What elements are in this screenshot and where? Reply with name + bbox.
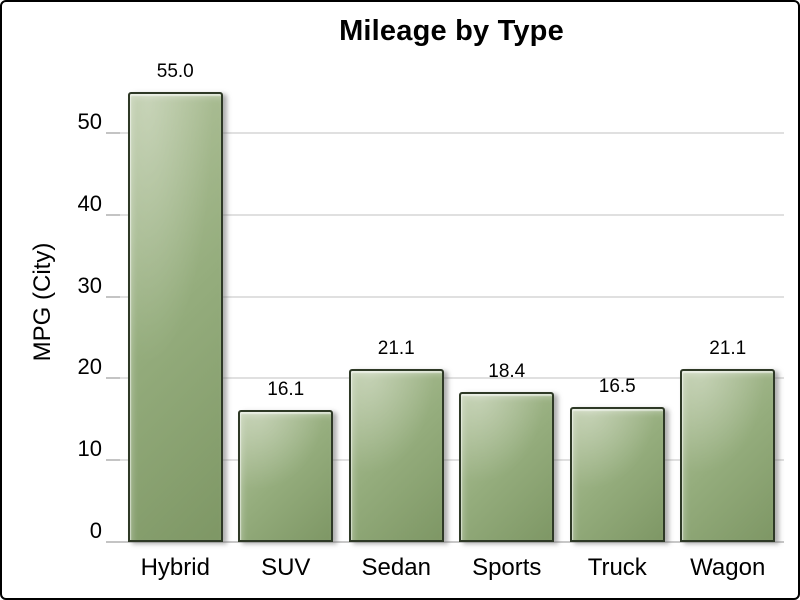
bar-value-label: 55.0: [156, 61, 194, 82]
bar-wagon: [680, 369, 776, 542]
y-tick-label: 50: [77, 109, 102, 134]
bar-value-label: 21.1: [377, 338, 415, 359]
y-tick-label: 10: [77, 436, 102, 461]
y-tick-label: 0: [89, 518, 102, 543]
y-tick-label: 30: [77, 273, 102, 298]
y-tick-mark: [106, 459, 120, 461]
gridline: [120, 296, 784, 298]
bar-value-label: 18.4: [488, 361, 526, 382]
y-axis: 0 10 20 30 40 50: [2, 62, 102, 542]
bar-suv: [238, 410, 334, 542]
y-tick-label: 40: [77, 191, 102, 216]
bar-value-label: 21.1: [709, 338, 747, 359]
y-tick-mark: [106, 132, 120, 134]
x-axis: Hybrid SUV Sedan Sports Truck Wagon: [120, 554, 783, 585]
x-tick-label: Sedan: [361, 554, 431, 581]
y-tick-mark: [106, 377, 120, 379]
x-tick-label: SUV: [261, 554, 311, 581]
x-tick-label: Wagon: [690, 554, 766, 581]
y-tick-mark: [106, 541, 120, 543]
bar-sports: [459, 392, 555, 542]
gridline: [120, 132, 784, 134]
bar-hybrid: [127, 92, 223, 542]
gridline: [120, 377, 784, 379]
bar-value-label: 16.1: [267, 379, 305, 400]
gridline: [120, 214, 784, 216]
y-tick-mark: [106, 214, 120, 216]
x-tick-label: Sports: [472, 554, 542, 581]
x-tick-label: Hybrid: [140, 554, 210, 581]
x-axis-baseline: [120, 541, 784, 543]
x-tick-label: Truck: [587, 554, 647, 581]
bar-truck: [569, 407, 665, 542]
y-tick-label: 20: [77, 354, 102, 379]
chart-title: Mileage by Type: [339, 15, 564, 47]
bar-sedan: [348, 369, 444, 542]
gridline: [120, 459, 784, 461]
plot-area: 55.0 16.1 21.1 18.4 16.5 21.1: [106, 61, 784, 543]
bar-value-label: 16.5: [598, 376, 636, 397]
y-tick-mark: [106, 296, 120, 298]
